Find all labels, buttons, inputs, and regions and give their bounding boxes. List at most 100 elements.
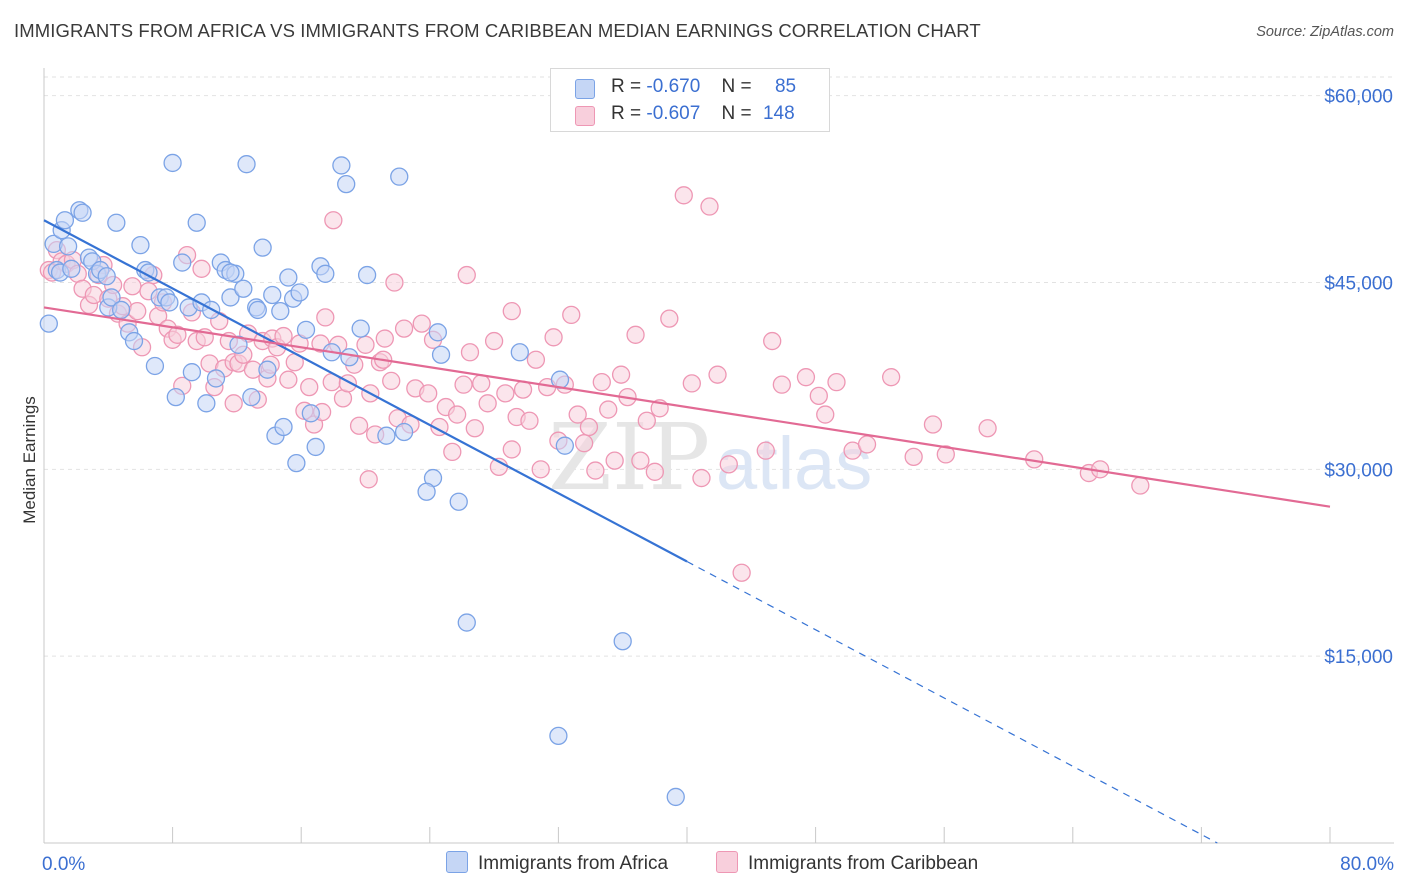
africa-point bbox=[390, 167, 409, 186]
caribbean-point bbox=[645, 462, 664, 481]
caribbean-point bbox=[443, 442, 462, 462]
caribbean-point bbox=[637, 411, 656, 430]
caribbean-point bbox=[300, 377, 319, 397]
caribbean-point bbox=[978, 419, 997, 438]
caribbean-point bbox=[385, 273, 404, 292]
caribbean-point bbox=[168, 325, 187, 344]
x-tick-label: 0.0% bbox=[42, 854, 85, 875]
africa-trend-extension bbox=[686, 560, 1218, 844]
caribbean-point bbox=[660, 309, 679, 328]
africa-point bbox=[666, 787, 685, 807]
caribbean-point bbox=[579, 417, 599, 437]
caribbean-point bbox=[192, 259, 211, 278]
africa-point bbox=[613, 632, 632, 651]
caribbean-point bbox=[904, 447, 923, 467]
africa-point bbox=[107, 213, 126, 232]
caribbean-point bbox=[382, 371, 401, 391]
caribbean-point bbox=[674, 186, 693, 205]
caribbean-point bbox=[496, 384, 515, 403]
caribbean-point bbox=[324, 211, 343, 230]
caribbean-point bbox=[457, 265, 476, 285]
legend-n-label: N = bbox=[721, 103, 752, 124]
caribbean-point bbox=[531, 460, 550, 479]
legend-r-label: R = bbox=[611, 76, 642, 97]
caribbean-point bbox=[502, 440, 521, 459]
africa-point bbox=[316, 264, 335, 283]
x-tick-label: 80.0% bbox=[1340, 854, 1394, 875]
series-label-caribbean: Immigrants from Caribbean bbox=[748, 853, 979, 874]
caribbean-point bbox=[611, 365, 631, 384]
africa-point bbox=[131, 235, 150, 255]
caribbean-point bbox=[631, 451, 650, 470]
africa-point bbox=[258, 360, 277, 379]
caribbean-point bbox=[394, 319, 414, 338]
series-legend-africa: Immigrants from Africa bbox=[446, 851, 668, 875]
caribbean-point bbox=[123, 277, 142, 296]
africa-point bbox=[357, 265, 377, 285]
africa-point bbox=[306, 437, 325, 457]
caribbean-point bbox=[279, 370, 298, 389]
caribbean-point bbox=[520, 411, 539, 430]
africa-point bbox=[39, 314, 58, 333]
watermark-atlas: atlas bbox=[716, 422, 872, 505]
africa-point bbox=[173, 253, 192, 272]
africa-point bbox=[263, 285, 282, 305]
caribbean-point bbox=[526, 350, 546, 369]
africa-point bbox=[253, 238, 272, 257]
legend-r-label: R = bbox=[611, 103, 642, 124]
caribbean-point bbox=[472, 374, 491, 393]
chart-source: Source: ZipAtlas.com bbox=[1256, 24, 1394, 40]
caribbean-point bbox=[586, 461, 605, 480]
africa-point bbox=[351, 319, 370, 338]
africa-point bbox=[510, 343, 529, 362]
legend-n-value-caribbean: 148 bbox=[762, 103, 795, 124]
africa-point bbox=[221, 263, 240, 282]
caribbean-point bbox=[882, 368, 901, 387]
caribbean-point bbox=[1131, 476, 1150, 495]
africa-point bbox=[55, 211, 75, 230]
africa-point bbox=[124, 331, 144, 351]
caribbean-point bbox=[796, 368, 816, 387]
africa-point bbox=[377, 426, 396, 445]
caribbean-point bbox=[419, 384, 438, 403]
caribbean-point bbox=[708, 365, 727, 384]
y-tick-label: $60,000 bbox=[1324, 87, 1393, 108]
legend-r-value-caribbean: -0.607 bbox=[646, 103, 701, 124]
africa-point bbox=[271, 302, 290, 321]
caribbean-point bbox=[478, 394, 497, 413]
series-swatch-africa bbox=[446, 851, 468, 873]
africa-point bbox=[187, 213, 206, 232]
caribbean-point bbox=[465, 419, 484, 438]
caribbean-point bbox=[349, 416, 369, 435]
africa-point bbox=[62, 259, 81, 278]
africa-point bbox=[112, 300, 131, 320]
africa-point bbox=[394, 422, 414, 442]
caribbean-point bbox=[700, 197, 719, 216]
caribbean-point bbox=[447, 405, 467, 424]
correlation-legend: R = -0.670 N = 85 R = -0.607 N = 148 bbox=[550, 68, 830, 132]
caribbean-point bbox=[605, 451, 624, 470]
caribbean-points bbox=[39, 186, 1150, 582]
caribbean-point bbox=[274, 326, 293, 346]
chart-title: IMMIGRANTS FROM AFRICA VS IMMIGRANTS FRO… bbox=[14, 20, 981, 41]
caribbean-point bbox=[562, 305, 581, 325]
caribbean-point bbox=[682, 374, 701, 393]
caribbean-point bbox=[568, 405, 587, 424]
africa-point bbox=[428, 323, 447, 342]
africa-point bbox=[182, 363, 202, 382]
legend-r-value-africa: -0.670 bbox=[646, 76, 701, 97]
caribbean-point bbox=[763, 331, 782, 351]
legend-n-label: N = bbox=[721, 76, 752, 97]
y-tick-label: $45,000 bbox=[1324, 274, 1393, 295]
africa-point bbox=[197, 394, 216, 413]
africa-point bbox=[549, 726, 568, 746]
africa-point bbox=[206, 369, 226, 388]
watermark: ZIP atlas bbox=[548, 404, 872, 511]
caribbean-point bbox=[626, 325, 645, 344]
africa-point bbox=[417, 482, 436, 501]
africa-trend-line bbox=[43, 219, 688, 563]
legend-swatch-africa bbox=[575, 79, 595, 99]
africa-point bbox=[234, 279, 253, 298]
caribbean-point bbox=[356, 335, 375, 354]
x-tick-labels: 0.0% 80.0% bbox=[42, 854, 1394, 875]
